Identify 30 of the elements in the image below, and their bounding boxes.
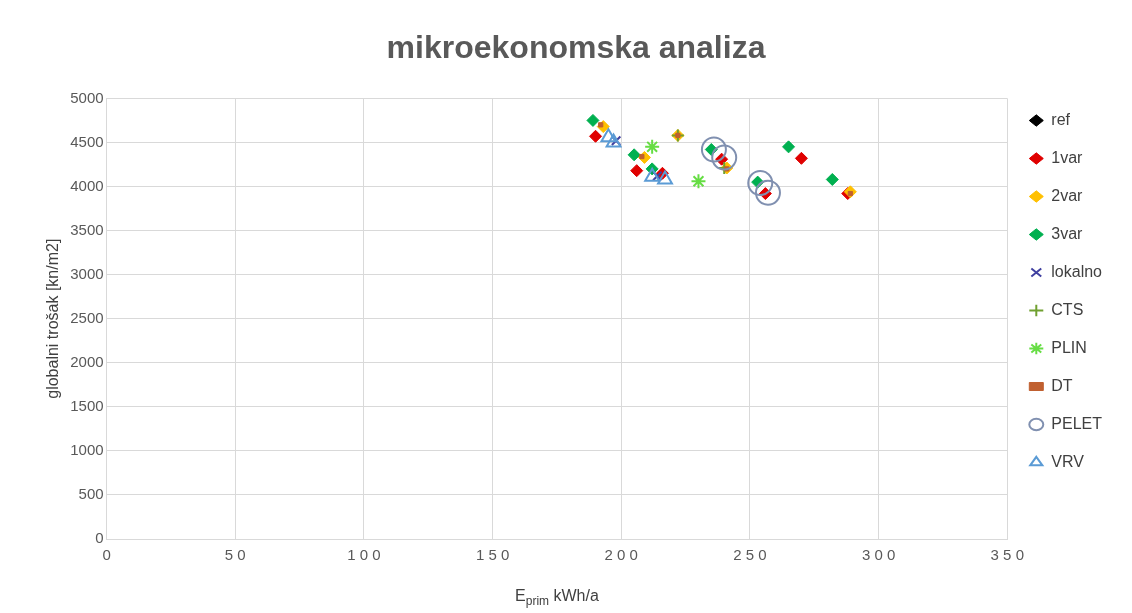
- legend-label: PELET: [1051, 414, 1103, 432]
- chart-title: mikroekonomska analiza: [386, 29, 766, 66]
- legend-label: 1var: [1051, 148, 1084, 166]
- x-tick-label: 3 0 0: [861, 546, 896, 564]
- y-tick-label: 0: [95, 529, 104, 547]
- legend-label: lokalno: [1051, 262, 1103, 280]
- y-tick-label: 500: [78, 485, 104, 503]
- y-tick-label: 1000: [70, 441, 104, 459]
- legend-label: PLIN: [1051, 338, 1087, 356]
- y-tick-label: 3500: [70, 220, 104, 238]
- legend-label: DT: [1051, 376, 1073, 394]
- y-tick-label: 2000: [70, 352, 104, 370]
- x-tick-label: 1 0 0: [347, 546, 381, 564]
- y-tick-label: 2500: [70, 308, 104, 326]
- y-tick-label: 4500: [70, 132, 104, 150]
- legend-label: 2var: [1051, 186, 1084, 204]
- y-tick-label: 1500: [70, 396, 104, 414]
- y-tick-label: 3000: [70, 264, 104, 282]
- legend-label: ref: [1051, 110, 1071, 128]
- x-tick-label: 3 5 0: [990, 546, 1024, 564]
- legend-label: CTS: [1051, 300, 1084, 318]
- y-tick-label: 4000: [70, 176, 104, 194]
- x-tick-label: 2 5 0: [733, 546, 767, 564]
- legend-label: 3var: [1051, 224, 1084, 242]
- y-axis-title: globalni trošak [kn/m2]: [44, 238, 62, 399]
- x-tick-label: 1 5 0: [475, 546, 510, 564]
- x-tick-label: 2 0 0: [604, 546, 638, 564]
- legend-label: VRV: [1051, 452, 1085, 470]
- y-tick-label: 5000: [70, 88, 104, 106]
- x-tick-label: 5 0: [224, 546, 246, 564]
